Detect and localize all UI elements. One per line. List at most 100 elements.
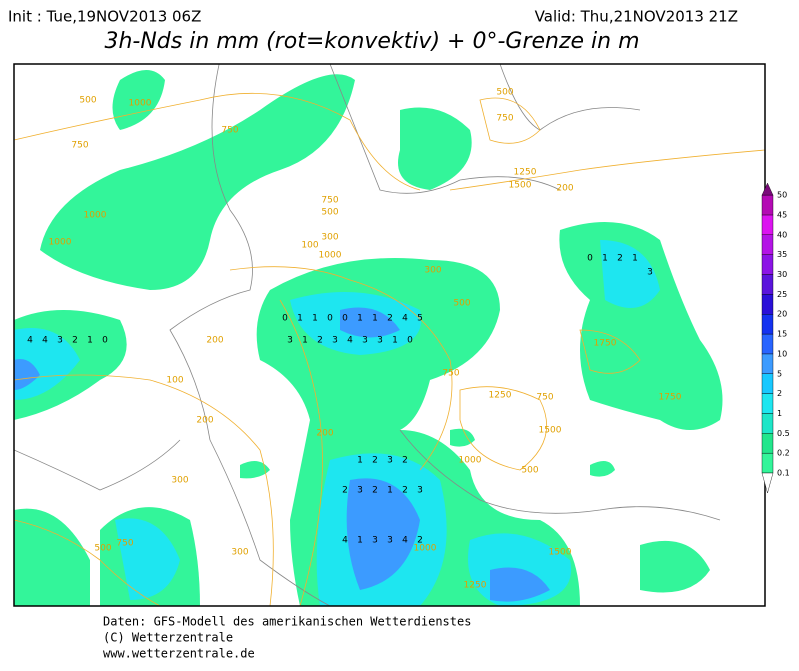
precip-label: 1 (357, 536, 363, 546)
colorbar-segment (761, 234, 774, 255)
contour-label: 300 (424, 266, 441, 276)
contour-label: 1000 (414, 544, 437, 554)
contour-label: 1000 (319, 251, 342, 261)
contour-label: 300 (321, 233, 338, 243)
colorbar-segment (761, 333, 774, 355)
contour-label: 500 (321, 208, 338, 218)
colorbar-segment (761, 254, 774, 275)
precip-label: 4 (342, 536, 348, 546)
precip-label: 1 (302, 336, 308, 346)
precip-label: 2 (372, 486, 378, 496)
contour-label: 300 (171, 476, 188, 486)
contour-label: 100 (166, 376, 183, 386)
precip-label: 4 (347, 336, 353, 346)
precip-label: 1 (297, 314, 303, 324)
contour-label: 1750 (659, 393, 682, 403)
colorbar-label: 0.5 (777, 429, 790, 438)
contour-label: 1000 (459, 456, 482, 466)
contour-label: 500 (521, 466, 538, 476)
precip-label: 5 (417, 314, 423, 324)
precip-label: 3 (332, 336, 338, 346)
precip-label: 2 (342, 486, 348, 496)
precip-label: 3 (377, 336, 383, 346)
colorbar-segment (761, 194, 774, 216)
colorbar-segment (761, 353, 774, 374)
contour-label: 750 (536, 393, 553, 403)
precip-label: 0 (407, 336, 413, 346)
precip-label: 2 (317, 336, 323, 346)
precip-label: 4 (402, 314, 408, 324)
colorbar-segment (761, 274, 774, 295)
contour-label: 750 (221, 126, 238, 136)
colorbar-label: 2 (777, 389, 782, 398)
precip-label: 1 (357, 314, 363, 324)
precip-label: 1 (392, 336, 398, 346)
colorbar-min-arrow (761, 472, 774, 494)
colorbar-segment (761, 373, 774, 394)
contour-label: 500 (496, 88, 513, 98)
colorbar-label: 0.2 (777, 449, 790, 458)
contour-label: 300 (231, 548, 248, 558)
colorbar-segment (761, 413, 774, 434)
contour-label: 750 (321, 196, 338, 206)
precip-label: 3 (357, 486, 363, 496)
contour-label: 200 (206, 336, 223, 346)
contour-label: 1250 (489, 391, 512, 401)
precip-label: 0 (342, 314, 348, 324)
contour-label: 200 (196, 416, 213, 426)
contour-label: 100 (301, 241, 318, 251)
precip-label: 2 (372, 456, 378, 466)
colorbar-segment (761, 214, 774, 235)
contour-label: 1250 (514, 168, 537, 178)
colorbar-label: 40 (777, 230, 787, 239)
precip-label: 1 (312, 314, 318, 324)
contour-label: 1750 (594, 339, 617, 349)
precip-label: 0 (587, 254, 593, 264)
init-time: Init : Tue,19NOV2013 06Z (8, 8, 201, 26)
precip-label: 1 (632, 254, 638, 264)
contour-label: 750 (442, 369, 459, 379)
colorbar-max-arrow (761, 182, 774, 196)
precip-label: 2 (387, 314, 393, 324)
precip-label: 1 (372, 314, 378, 324)
contour-label: 1000 (84, 211, 107, 221)
precip-label: 2 (402, 456, 408, 466)
footer-line: (C) Wetterzentrale (103, 631, 233, 645)
contour-label: 1500 (509, 181, 532, 191)
precip-label: 2 (617, 254, 623, 264)
precip-label: 3 (387, 456, 393, 466)
colorbar-segment (761, 393, 774, 414)
precip-label: 0 (327, 314, 333, 324)
colorbar-label: 15 (777, 330, 787, 339)
precip-label: 4 (42, 336, 48, 346)
freezing-level-contours (14, 92, 765, 606)
precip-label: 3 (417, 486, 423, 496)
contour-label: 500 (453, 299, 470, 309)
contour-label: 500 (79, 96, 96, 106)
precip-heavy (14, 307, 550, 602)
colorbar-label: 1 (777, 409, 782, 418)
contour-label: 200 (316, 429, 333, 439)
colorbar-segment (761, 433, 774, 454)
precip-label: 2 (417, 536, 423, 546)
precip-label: 2 (72, 336, 78, 346)
precip-label: 3 (372, 536, 378, 546)
map-title: 3h-Nds in mm (rot=konvektiv) + 0°-Grenze… (104, 29, 639, 54)
precip-label: 3 (362, 336, 368, 346)
precip-label: 1 (87, 336, 93, 346)
precip-label: 4 (402, 536, 408, 546)
footer-line: www.wetterzentrale.de (103, 647, 255, 661)
colorbar-segment (761, 314, 774, 335)
footer-line: Daten: GFS-Modell des amerikanischen Wet… (103, 615, 471, 629)
precip-label: 3 (57, 336, 63, 346)
contour-label: 1250 (464, 581, 487, 591)
colorbar-label: 35 (777, 250, 787, 259)
colorbar-label: 0.1 (777, 469, 790, 478)
contour-label: 750 (496, 114, 513, 124)
precip-label: 1 (387, 486, 393, 496)
contour-label: 500 (94, 544, 111, 554)
precip-label: 2 (402, 486, 408, 496)
